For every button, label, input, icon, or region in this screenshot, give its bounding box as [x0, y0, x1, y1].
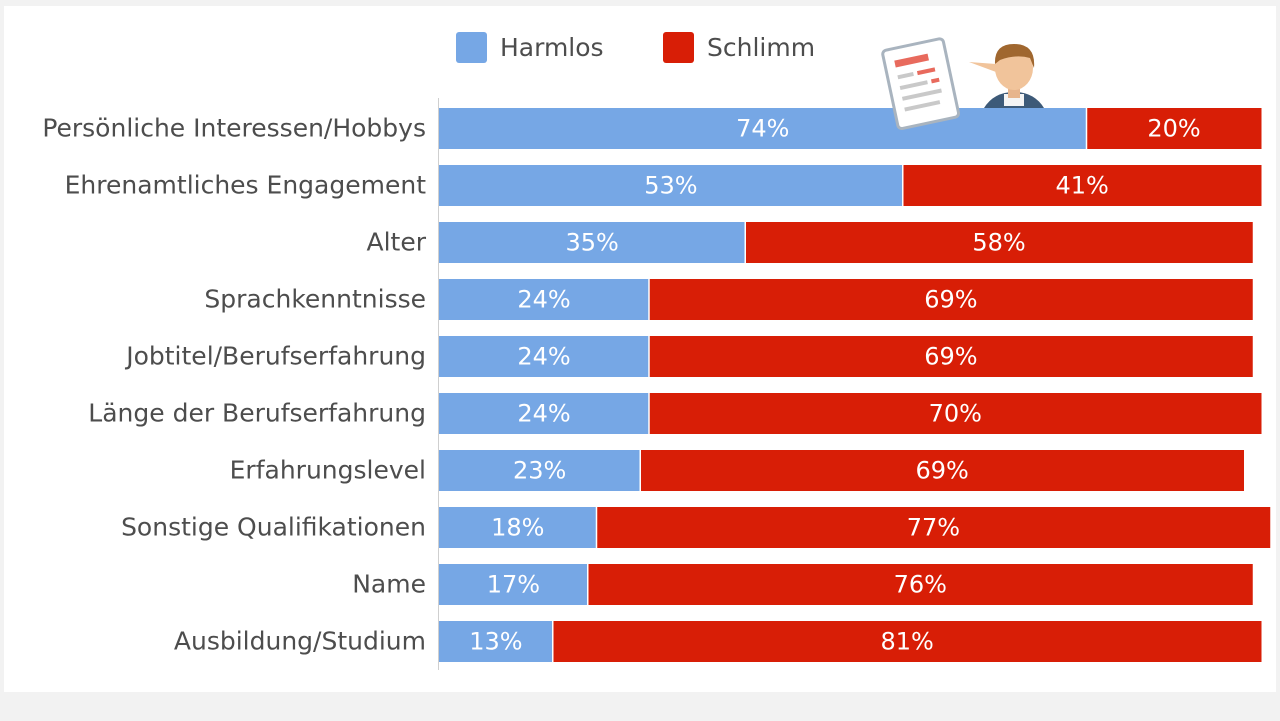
bar-harmlos: [439, 393, 649, 434]
category-label: Sprachkenntnisse: [204, 285, 426, 314]
bar-schlimm: [1086, 108, 1262, 149]
bar-schlimm: [649, 336, 1253, 377]
person-icon: [969, 44, 1044, 108]
value-label-harmlos: 35%: [565, 229, 618, 257]
value-label-harmlos: 74%: [736, 115, 789, 143]
legend-swatch-harmlos: [456, 32, 487, 63]
category-label: Persönliche Interessen/Hobbys: [42, 114, 426, 143]
value-label-harmlos: 23%: [513, 457, 566, 485]
category-label: Name: [352, 570, 426, 599]
value-label-schlimm: 41%: [1055, 172, 1108, 200]
bar-schlimm: [649, 393, 1262, 434]
bar-schlimm: [552, 621, 1262, 662]
bar-schlimm: [596, 507, 1271, 548]
value-label-schlimm: 69%: [924, 343, 977, 371]
bars-group: Persönliche Interessen/Hobbys 74% 20% Ehren…: [42, 108, 1271, 662]
value-label-schlimm: 70%: [929, 400, 982, 428]
bar-harmlos: [439, 450, 641, 491]
value-label-harmlos: 24%: [517, 286, 570, 314]
legend: Harmlos Schlimm: [456, 32, 815, 63]
value-label-schlimm: 69%: [915, 457, 968, 485]
value-label-schlimm: 81%: [880, 628, 933, 656]
bar-harmlos: [439, 108, 1087, 149]
value-label-harmlos: 17%: [487, 571, 540, 599]
value-label-harmlos: 18%: [491, 514, 544, 542]
category-label: Ausbildung/Studium: [174, 627, 426, 656]
category-label: Alter: [366, 228, 426, 257]
bar-harmlos: [439, 336, 649, 377]
legend-swatch-schlimm: [663, 32, 694, 63]
bar-schlimm: [745, 222, 1253, 263]
bar-harmlos: [439, 621, 553, 662]
bar-harmlos: [439, 222, 746, 263]
value-label-schlimm: 77%: [907, 514, 960, 542]
value-label-harmlos: 53%: [644, 172, 697, 200]
bar-schlimm: [640, 450, 1244, 491]
bar-harmlos: [439, 507, 597, 548]
category-label: Erfahrungslevel: [230, 456, 426, 485]
resume-document-icon: [881, 37, 961, 131]
bar-harmlos: [439, 165, 903, 206]
bar-schlimm: [902, 165, 1262, 206]
value-label-schlimm: 20%: [1147, 115, 1200, 143]
bar-harmlos: [439, 564, 588, 605]
legend-label-harmlos: Harmlos: [500, 33, 604, 62]
category-label: Länge der Berufserfahrung: [88, 399, 426, 428]
value-label-schlimm: 58%: [972, 229, 1025, 257]
value-label-harmlos: 24%: [517, 343, 570, 371]
legend-label-schlimm: Schlimm: [707, 33, 815, 62]
chart-card: Harmlos Schlimm Persönliche Interessen/H…: [4, 6, 1276, 692]
value-label-harmlos: 13%: [469, 628, 522, 656]
bar-harmlos: [439, 279, 649, 320]
category-label: Sonstige Qualifikationen: [121, 513, 426, 542]
bar-schlimm: [649, 279, 1253, 320]
stacked-bar-chart: Harmlos Schlimm Persönliche Interessen/H…: [42, 32, 1271, 670]
value-label-harmlos: 24%: [517, 400, 570, 428]
value-label-schlimm: 76%: [894, 571, 947, 599]
bar-schlimm: [587, 564, 1253, 605]
value-label-schlimm: 69%: [924, 286, 977, 314]
category-label: Ehrenamtliches Engagement: [65, 171, 427, 200]
category-label: Jobtitel/Berufserfahrung: [124, 342, 426, 371]
